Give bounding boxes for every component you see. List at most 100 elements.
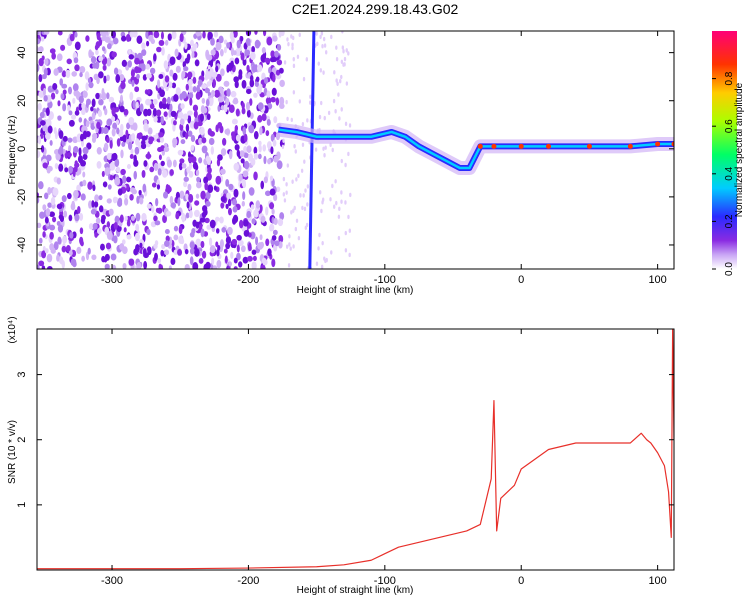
noise-mark <box>47 266 53 269</box>
noise-mark <box>114 158 120 168</box>
noise-mark <box>154 252 158 261</box>
noise-mark <box>136 195 140 204</box>
colorbar-ticks: 0.0 0.2 0.4 0.6 0.8 <box>712 71 735 276</box>
noise-mark <box>52 187 59 197</box>
noise-mark <box>65 69 71 79</box>
noise-mark <box>246 64 250 72</box>
noise-mark <box>159 89 165 98</box>
noise-mark <box>62 70 66 77</box>
noise-mark <box>116 138 121 147</box>
sparse-noise-mark <box>304 225 308 231</box>
sparse-noise-mark <box>318 114 322 120</box>
sparse-noise-mark <box>282 176 286 182</box>
noise-mark <box>272 139 277 147</box>
noise-mark <box>121 35 127 42</box>
noise-mark <box>214 89 221 98</box>
noise-mark <box>53 68 59 76</box>
noise-mark <box>236 252 241 261</box>
noise-mark <box>156 79 161 89</box>
noise-mark <box>154 220 161 226</box>
noise-mark <box>140 142 147 150</box>
sparse-noise-mark <box>295 177 298 182</box>
noise-mark <box>142 74 147 81</box>
noise-mark <box>74 213 80 222</box>
noise-mark <box>57 31 63 36</box>
noise-mark <box>47 202 52 208</box>
noise-mark <box>81 108 86 116</box>
noise-mark <box>85 82 89 91</box>
noise-mark <box>232 206 238 213</box>
noise-mark <box>135 212 141 222</box>
sparse-noise-mark <box>292 63 296 69</box>
noise-mark <box>249 98 253 106</box>
noise-mark <box>206 113 211 121</box>
noise-mark <box>156 184 161 190</box>
noise-mark <box>192 104 199 112</box>
snr-x-tick-label: 100 <box>648 575 666 587</box>
noise-mark <box>279 96 285 106</box>
noise-mark <box>62 103 67 112</box>
noise-mark <box>104 108 108 116</box>
noise-mark <box>276 44 282 51</box>
noise-mark <box>37 31 40 36</box>
noise-mark <box>141 42 146 50</box>
noise-mark <box>135 223 140 232</box>
noise-mark <box>102 127 109 135</box>
noise-mark <box>182 61 187 68</box>
noise-mark <box>49 140 53 146</box>
noise-mark <box>259 126 263 136</box>
noise-mark <box>46 167 51 174</box>
signal-peak-mark <box>627 143 633 149</box>
noise-mark <box>272 229 278 236</box>
noise-mark <box>103 75 107 84</box>
noise-mark <box>106 92 110 100</box>
noise-mark <box>57 224 64 233</box>
noise-mark <box>265 96 272 105</box>
noise-mark <box>267 248 272 257</box>
noise-mark <box>98 194 103 201</box>
sparse-noise-mark <box>340 199 343 204</box>
sparse-noise-mark <box>348 228 352 233</box>
signal-peak-mark <box>491 143 497 149</box>
snr-y-tick-label: 1 <box>16 502 28 508</box>
sparse-noise-mark <box>323 43 327 48</box>
noise-mark <box>74 41 81 51</box>
noise-mark <box>109 139 113 149</box>
noise-mark <box>91 136 97 143</box>
noise-mark <box>206 71 212 80</box>
noise-mark <box>91 200 95 208</box>
noise-mark <box>206 54 213 61</box>
colorbar-tick-label: 0.2 <box>724 214 735 228</box>
noise-mark <box>177 111 184 119</box>
sparse-noise-mark <box>281 144 285 149</box>
noise-mark <box>164 240 170 248</box>
sparse-noise-mark <box>335 45 338 50</box>
noise-mark <box>61 195 67 203</box>
noise-mark <box>73 57 79 64</box>
sparse-noise-mark <box>295 218 299 223</box>
sparse-noise-mark <box>331 147 334 153</box>
noise-mark <box>61 83 68 89</box>
noise-mark <box>189 97 193 106</box>
noise-mark <box>43 192 49 200</box>
noise-mark <box>82 179 87 187</box>
noise-mark <box>276 59 283 66</box>
noise-mark <box>212 265 218 269</box>
noise-mark <box>242 126 247 136</box>
noise-mark <box>82 130 88 140</box>
noise-mark <box>70 114 77 120</box>
noise-mark <box>82 171 86 178</box>
noise-mark <box>165 210 172 217</box>
colorbar-tick-label: 0.0 <box>724 262 735 276</box>
noise-mark <box>275 186 281 193</box>
noise-mark <box>139 103 144 113</box>
noise-mark <box>266 90 271 98</box>
noise-mark <box>230 60 234 69</box>
noise-mark <box>183 66 189 72</box>
sparse-noise-mark <box>303 159 306 164</box>
snr-x-axis: -300 -200 -100 0 100 <box>101 329 667 587</box>
noise-mark <box>183 176 189 182</box>
noise-mark <box>197 120 203 127</box>
noise-mark <box>171 82 177 89</box>
noise-mark <box>260 215 266 223</box>
